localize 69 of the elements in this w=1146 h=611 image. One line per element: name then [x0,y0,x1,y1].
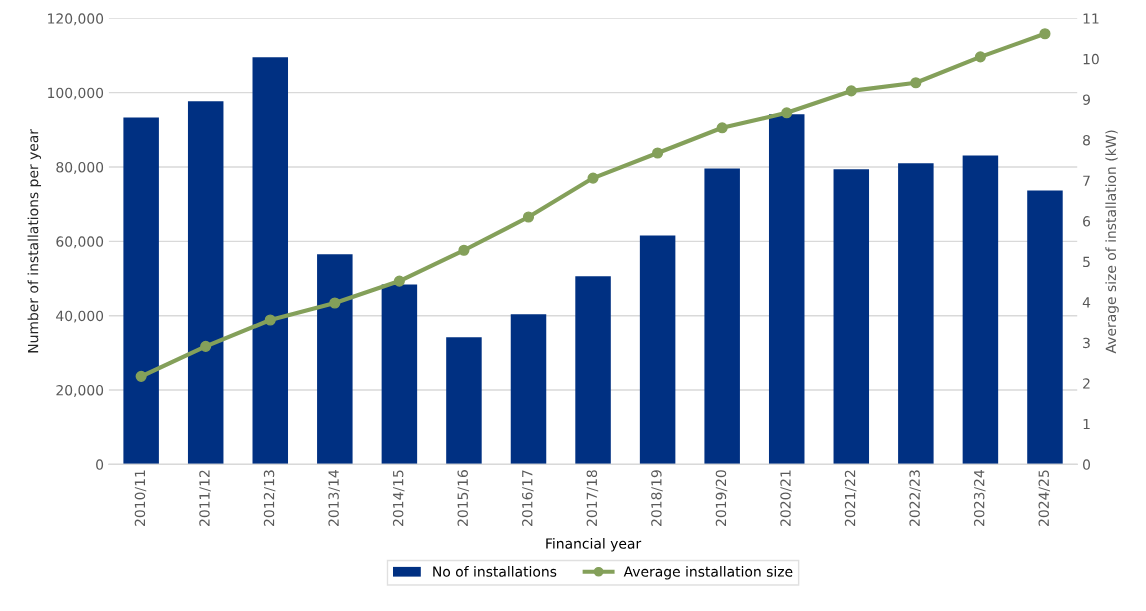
y2-axis-title: Average size of installation (kW) [1105,130,1119,354]
bar [446,337,482,465]
x-tick-label: 2011/12 [199,470,211,526]
bar [575,276,611,465]
y-tick-label: 100,000 [48,87,104,100]
bar [962,155,999,465]
x-tick-label: 2024/25 [1038,470,1051,526]
x-tick-label: 2019/20 [715,470,728,526]
x-tick-label: 2010/11 [134,470,147,526]
x-tick-label: 2017/18 [586,470,599,526]
bar [768,114,805,465]
y2-tick-label: 5 [1083,256,1090,268]
bar [639,235,676,465]
x-tick-label: 2018/19 [651,470,663,526]
point [781,107,793,119]
y2-tick-label: 8 [1083,134,1090,146]
x-tick-label: 2012/13 [263,470,276,526]
point [845,85,857,97]
y2-tick-label: 2 [1083,378,1090,389]
bar [123,117,159,465]
y2-tick-label: 6 [1083,216,1091,227]
bar [187,101,224,465]
y-tick-label: 60,000 [56,236,104,249]
bar [704,168,740,465]
x-tick-label: 2013/14 [328,470,340,526]
x-tick-label: 2015/16 [457,470,470,526]
point [910,77,922,89]
point [1039,28,1051,40]
point [587,172,599,184]
x-tick-label: 2020/21 [780,470,792,526]
bar [252,57,289,465]
point [716,122,728,134]
y2-tick-label: 4 [1082,297,1091,308]
x-tick-label: 2021/22 [844,470,857,526]
point [200,340,212,352]
point [522,211,535,223]
y2-tick-label: 1 [1083,418,1090,430]
point [974,51,986,63]
y2-tick-label: 9 [1082,94,1090,105]
point [393,275,405,287]
bar [381,284,418,465]
x-axis-title: Financial year [546,538,642,552]
x-tick-label: 2023/24 [973,470,986,526]
point [264,314,276,326]
y2-tick-label: 11 [1083,13,1099,24]
bar [898,163,934,465]
bar [510,314,547,465]
y2-tick-label: 10 [1083,53,1099,65]
legend-label: No of installations [433,566,557,577]
bar [833,169,870,465]
y-tick-label: 80,000 [56,161,104,174]
bar [317,254,353,465]
point [652,147,664,159]
y-axis-title: Number of installations per year [27,128,42,353]
x-tick-label: 2014/15 [392,470,405,526]
point [135,370,147,382]
y-tick-label: 20,000 [56,384,104,397]
point [329,297,341,309]
y2-tick-label: 0 [1083,459,1091,470]
legend-label: Average installation size [623,566,793,580]
y2-tick-label: 3 [1083,337,1090,349]
y2-tick-label: 7 [1083,175,1090,186]
y-tick-label: 0 [96,459,104,470]
point [458,244,470,256]
x-tick-label: 2022/23 [909,470,921,526]
bar [1027,190,1063,465]
y-tick-label: 40,000 [56,310,104,323]
y-tick-label: 120,000 [48,13,104,26]
x-tick-label: 2016/17 [522,470,534,526]
